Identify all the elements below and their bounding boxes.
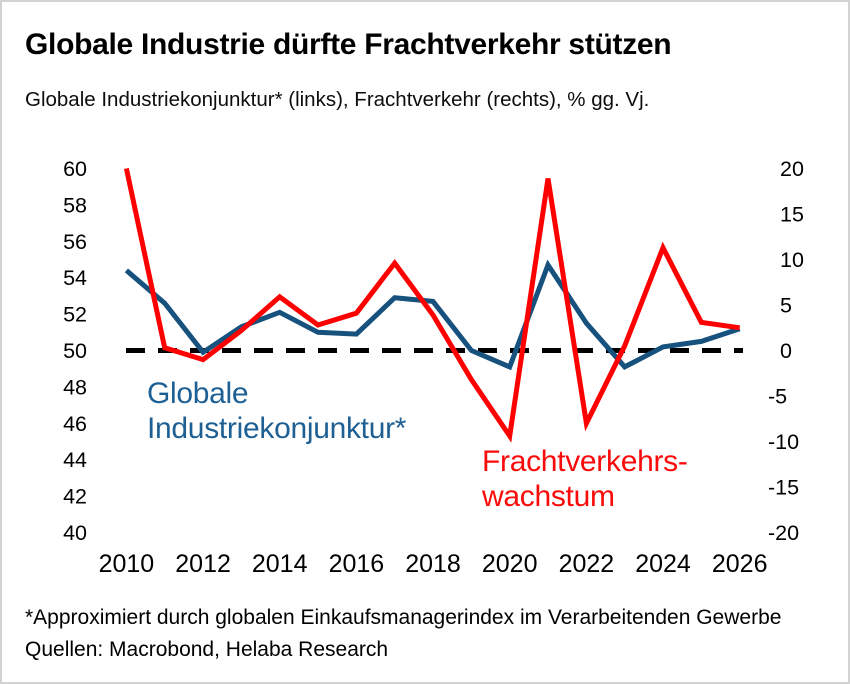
left-axis-tick: 40	[63, 521, 87, 545]
left-axis-tick: 44	[63, 448, 87, 472]
right-axis-tick: -5	[768, 385, 787, 409]
left-axis-tick: 58	[63, 193, 87, 217]
right-axis-tick: 0	[780, 339, 792, 363]
x-axis-tick: 2020	[482, 550, 538, 578]
x-axis-tick: 2018	[405, 550, 461, 578]
series-line-industriekonjunktur	[124, 259, 741, 371]
x-axis-tick: 2022	[559, 550, 615, 578]
chart-title: Globale Industrie dürfte Frachtverkehr s…	[25, 28, 672, 61]
right-axis-tick: -15	[768, 476, 799, 500]
series-line-frachtverkehr	[123, 167, 741, 443]
left-axis-tick: 50	[63, 339, 87, 363]
right-axis-tick: 10	[780, 248, 804, 272]
right-axis-tick: 15	[780, 203, 804, 227]
left-axis-tick: 42	[63, 485, 87, 509]
x-axis-tick: 2016	[329, 550, 385, 578]
x-axis-tick: 2010	[99, 550, 155, 578]
x-axis-tick: 2014	[252, 550, 308, 578]
x-axis-tick: 2012	[175, 550, 231, 578]
series-label-frachtverkehrswachstum: Frachtverkehrs- wachstum	[482, 445, 688, 513]
source-text: Quellen: Macrobond, Helaba Research	[25, 638, 389, 661]
footnote-text: *Approximiert durch globalen Einkaufsman…	[25, 606, 782, 629]
right-axis-tick: 5	[780, 294, 792, 318]
right-axis-tick: -20	[768, 521, 799, 545]
left-axis-tick: 54	[63, 266, 87, 290]
left-axis-tick: 56	[63, 230, 87, 254]
left-axis-tick: 46	[63, 412, 87, 436]
left-axis-tick: 48	[63, 375, 87, 399]
x-axis-tick: 2024	[635, 550, 691, 578]
chart-subtitle: Globale Industriekonjunktur* (links), Fr…	[25, 88, 650, 111]
x-axis-tick: 2026	[712, 550, 768, 578]
left-axis-tick: 52	[63, 303, 87, 327]
right-axis-tick: -10	[768, 430, 799, 454]
left-axis-tick: 60	[63, 157, 87, 181]
right-axis-tick: 20	[780, 157, 804, 181]
series-label-industriekonjunktur: Globale Industriekonjunktur*	[147, 377, 407, 445]
